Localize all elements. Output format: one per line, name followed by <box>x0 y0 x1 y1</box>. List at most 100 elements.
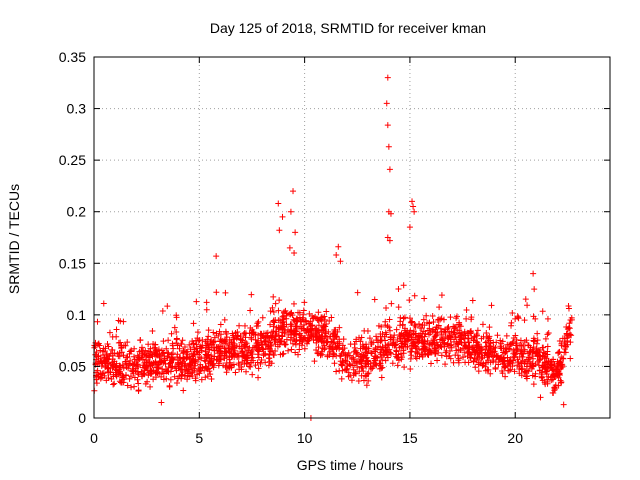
data-point <box>238 345 245 352</box>
data-point <box>439 337 446 344</box>
x-tick-label: 10 <box>297 430 313 446</box>
data-point <box>270 293 277 300</box>
data-point <box>195 366 202 373</box>
data-point <box>208 375 215 382</box>
data-point <box>441 343 448 350</box>
data-point <box>190 356 197 363</box>
data-point <box>461 342 468 349</box>
data-point <box>276 297 283 304</box>
data-point <box>266 358 273 365</box>
data-point <box>519 365 526 372</box>
data-point <box>203 306 210 313</box>
x-tick-label: 5 <box>195 430 203 446</box>
data-point <box>279 213 286 220</box>
data-point <box>252 336 259 343</box>
data-point <box>344 361 351 368</box>
data-point <box>135 380 142 387</box>
data-point <box>267 321 274 328</box>
data-point <box>192 375 199 382</box>
data-point <box>157 359 164 366</box>
data-point <box>213 253 220 260</box>
data-point <box>220 355 227 362</box>
data-point <box>165 350 172 357</box>
data-point <box>97 347 104 354</box>
data-point <box>275 317 282 324</box>
data-point <box>171 324 178 331</box>
data-point <box>558 364 565 371</box>
data-point <box>390 339 397 346</box>
data-point <box>489 348 496 355</box>
data-point <box>204 373 211 380</box>
data-point <box>451 334 458 341</box>
data-point <box>178 341 185 348</box>
data-point <box>198 355 205 362</box>
data-point <box>104 340 111 347</box>
data-point <box>383 331 390 338</box>
data-point <box>149 328 156 335</box>
data-point <box>123 372 130 379</box>
data-point <box>420 328 427 335</box>
data-point <box>556 348 563 355</box>
data-point <box>286 311 293 318</box>
data-point <box>290 335 297 342</box>
data-point <box>432 347 439 354</box>
data-point <box>454 341 461 348</box>
data-point <box>510 347 517 354</box>
data-point <box>362 362 369 369</box>
data-point <box>403 338 410 345</box>
data-point <box>387 210 394 217</box>
data-point <box>95 358 102 365</box>
data-point <box>446 342 453 349</box>
data-point <box>252 362 259 369</box>
data-point <box>152 341 159 348</box>
data-point <box>173 335 180 342</box>
data-point <box>193 341 200 348</box>
data-point <box>210 339 217 346</box>
data-point <box>378 374 385 381</box>
data-point <box>486 343 493 350</box>
data-point <box>407 319 414 326</box>
data-point <box>198 376 205 383</box>
data-point <box>168 359 175 366</box>
data-point <box>231 347 238 354</box>
data-point <box>192 337 199 344</box>
data-point <box>400 350 407 357</box>
data-point <box>120 342 127 349</box>
data-point <box>405 333 412 340</box>
data-point <box>430 336 437 343</box>
data-point <box>293 318 300 325</box>
data-point <box>383 100 390 107</box>
data-point <box>334 328 341 335</box>
data-point <box>417 324 424 331</box>
data-point <box>431 341 438 348</box>
data-point <box>357 358 364 365</box>
data-point <box>300 314 307 321</box>
data-point <box>398 330 405 337</box>
data-point <box>370 359 377 366</box>
data-point <box>336 340 343 347</box>
data-point <box>230 336 237 343</box>
data-point <box>183 367 190 374</box>
data-point <box>479 321 486 328</box>
data-point <box>562 349 569 356</box>
data-point <box>407 355 414 362</box>
data-point <box>483 329 490 336</box>
data-point <box>321 344 328 351</box>
data-point <box>124 353 131 360</box>
data-point <box>538 374 545 381</box>
data-point <box>130 362 137 369</box>
data-point <box>221 344 228 351</box>
data-point <box>287 208 294 215</box>
data-point <box>211 347 218 354</box>
data-point <box>467 327 474 334</box>
data-point <box>531 286 538 293</box>
data-point <box>133 365 140 372</box>
data-point <box>567 355 574 362</box>
data-point <box>102 345 109 352</box>
data-point <box>223 369 230 376</box>
data-point <box>221 316 228 323</box>
data-point <box>270 328 277 335</box>
data-point <box>205 333 212 340</box>
data-point <box>447 314 454 321</box>
data-point <box>379 357 386 364</box>
